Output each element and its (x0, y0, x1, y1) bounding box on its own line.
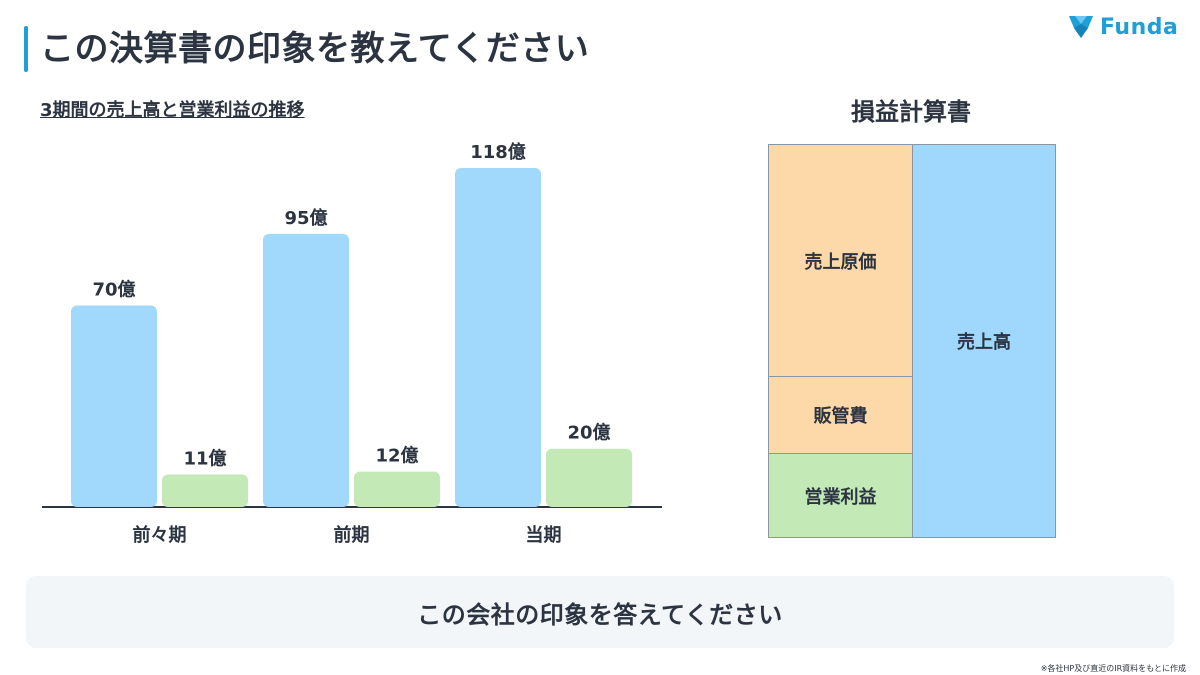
category-label-1: 前期 (334, 524, 370, 546)
chart-title: 3期間の売上高と営業利益の推移 (40, 100, 305, 121)
bar-value-label-s1-0: 11億 (183, 447, 226, 469)
operating-profit-block: 営業利益 (768, 453, 913, 538)
pl-statement-diagram: 売上原価 販管費 営業利益 売上高 (768, 144, 1056, 538)
sga-label: 販管費 (813, 406, 868, 427)
revenue-block: 売上高 (912, 144, 1056, 538)
pl-statement-title: 損益計算書 (851, 98, 971, 126)
bar-s1-2 (546, 448, 632, 507)
funda-gem-icon (1069, 16, 1093, 38)
title-accent-bar (24, 26, 28, 72)
bar-value-label-s1-2: 20億 (567, 422, 610, 444)
bar-s0-1 (263, 233, 349, 508)
bar-value-label-s0-0: 70億 (92, 278, 135, 300)
question-box: この会社の印象を答えてください (26, 576, 1174, 648)
bar-s0-2 (455, 168, 541, 507)
revenue-label: 売上高 (957, 332, 1011, 353)
cogs-label: 売上原価 (804, 251, 877, 273)
bar-s1-1 (354, 471, 440, 507)
funda-logo: Funda (1066, 14, 1178, 40)
cogs-block: 売上原価 (768, 144, 913, 377)
source-note: ※各社HP及び直近のIR資料をもとに作成 (1040, 664, 1186, 673)
slide-title: この決算書の印象を教えてください (40, 29, 590, 69)
category-label-0: 前々期 (133, 524, 187, 546)
bar-s1-0 (162, 474, 248, 507)
operating-profit-label: 営業利益 (804, 486, 877, 508)
category-label-2: 当期 (526, 524, 562, 546)
question-text: この会社の印象を答えてください (417, 600, 783, 629)
bar-value-label-s1-1: 12億 (375, 445, 418, 467)
sga-block: 販管費 (768, 376, 913, 454)
logo-text: Funda (1100, 14, 1179, 40)
bar-s0-0 (71, 305, 157, 507)
bar-value-label-s0-1: 95億 (284, 207, 327, 229)
bar-value-label-s0-2: 118億 (470, 141, 526, 163)
